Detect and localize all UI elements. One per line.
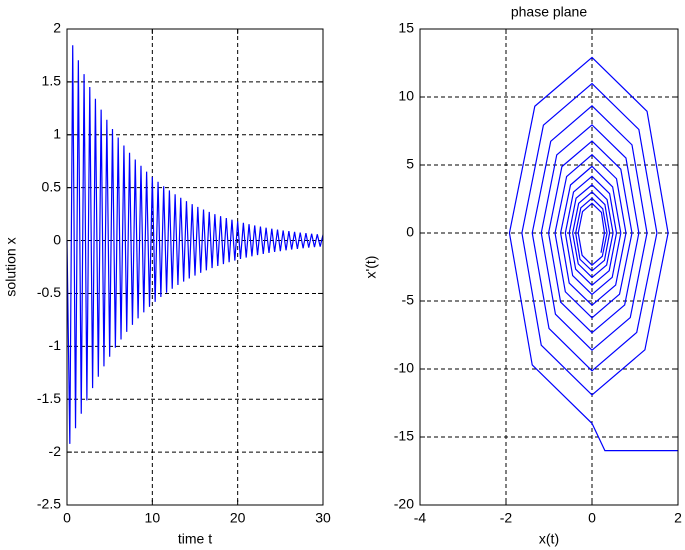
y-tick-label: -2 [49, 443, 62, 459]
y-tick-label: -10 [394, 360, 414, 376]
y-tick-label: 15 [398, 20, 414, 36]
x-axis-label: x(t) [539, 531, 559, 547]
y-axis-label: x'(t) [363, 256, 379, 279]
y-tick-label: 1 [53, 125, 61, 141]
y-tick-label: 10 [398, 88, 414, 104]
x-axis-label: time t [178, 531, 212, 547]
x-tick-label: 0 [63, 510, 71, 526]
x-tick-label: 0 [588, 510, 596, 526]
data-line [508, 56, 678, 452]
chart-title: phase plane [511, 4, 588, 20]
y-tick-label: -1.5 [37, 390, 61, 406]
plot-area [420, 29, 678, 505]
y-tick-label: -1 [49, 337, 62, 353]
plot-frame [66, 28, 324, 506]
y-tick-label: 2 [53, 20, 61, 36]
y-tick-label: 1.5 [42, 73, 62, 89]
y-tick-label: 0.5 [42, 178, 62, 194]
x-tick-label: -4 [414, 510, 427, 526]
y-tick-label: -2.5 [37, 496, 61, 512]
x-tick-label: 2 [674, 510, 682, 526]
y-tick-label: -5 [402, 292, 415, 308]
y-axis-label: solution x [3, 237, 19, 296]
x-tick-label: 30 [315, 510, 331, 526]
y-tick-label: 5 [406, 156, 414, 172]
data-line [66, 45, 324, 444]
x-tick-label: 10 [145, 510, 161, 526]
y-tick-label: 0 [406, 224, 414, 240]
y-tick-label: -0.5 [37, 284, 61, 300]
x-tick-label: 20 [230, 510, 246, 526]
y-tick-label: -20 [394, 496, 414, 512]
y-tick-label: -15 [394, 428, 414, 444]
plot-frame [419, 28, 679, 506]
y-tick-label: 0 [53, 231, 61, 247]
x-tick-label: -2 [500, 510, 513, 526]
